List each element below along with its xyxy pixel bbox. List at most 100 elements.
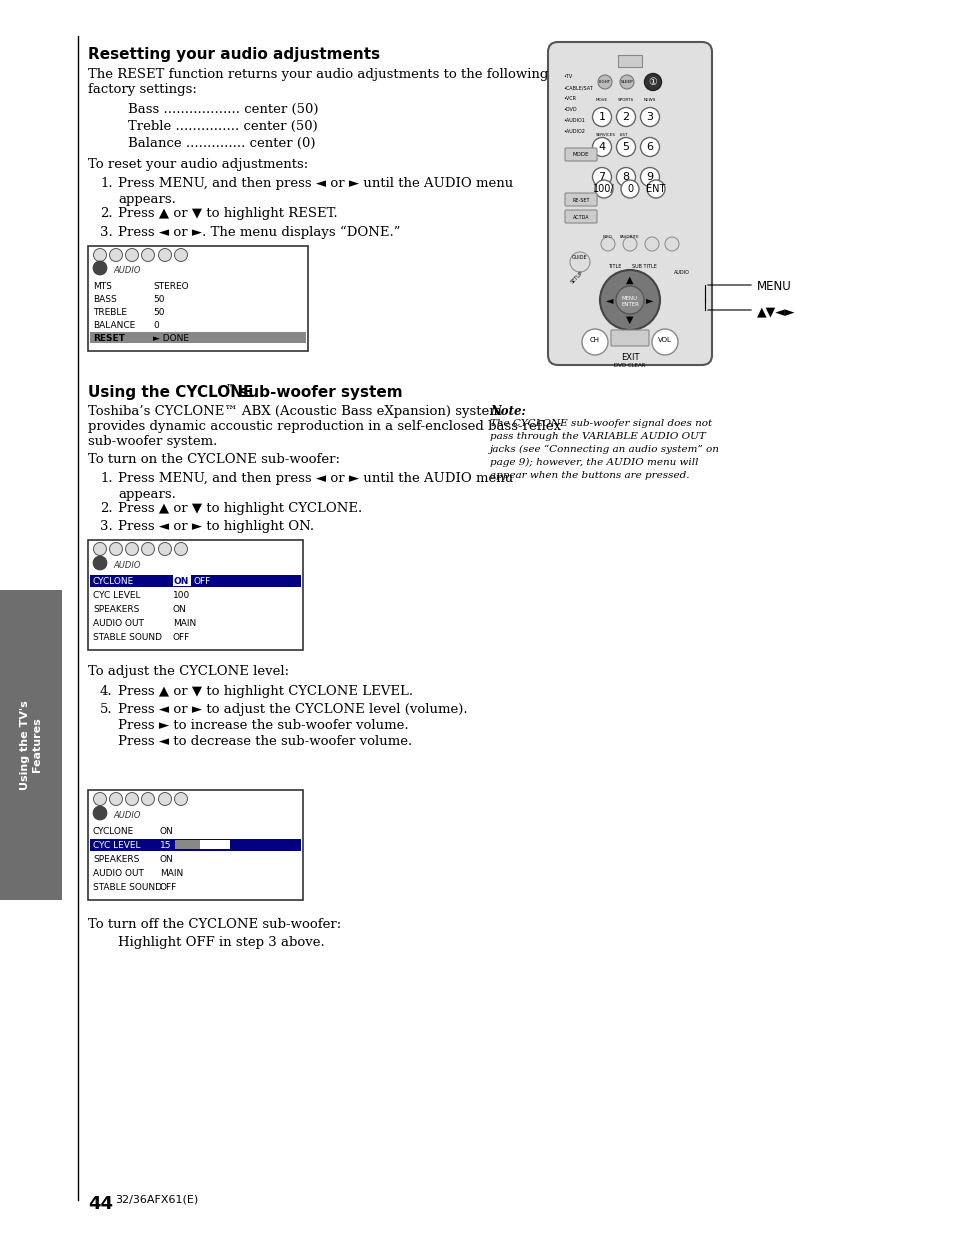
Text: AUDIO OUT: AUDIO OUT	[92, 619, 144, 629]
Text: OFF: OFF	[193, 577, 211, 585]
Text: 8: 8	[621, 172, 629, 182]
Circle shape	[639, 107, 659, 126]
Text: appear when the buttons are pressed.: appear when the buttons are pressed.	[490, 471, 689, 480]
Text: CYC LEVEL: CYC LEVEL	[92, 592, 140, 600]
Text: ON: ON	[160, 827, 173, 836]
Text: 0: 0	[152, 321, 158, 330]
Text: 1.: 1.	[100, 472, 112, 485]
Bar	[0, 590, 62, 900]
Text: To adjust the CYCLONE level:: To adjust the CYCLONE level:	[88, 664, 289, 678]
Text: Press MENU, and then press ◄ or ► until the AUDIO menu: Press MENU, and then press ◄ or ► until …	[118, 472, 513, 485]
Text: INFO: INFO	[602, 235, 612, 240]
Circle shape	[620, 180, 639, 198]
Text: LIST: LIST	[619, 133, 628, 137]
Text: MENU: MENU	[757, 280, 791, 293]
Circle shape	[141, 793, 154, 805]
Text: 6: 6	[646, 142, 653, 152]
Text: •DVD: •DVD	[562, 107, 576, 112]
Text: GUIDE: GUIDE	[572, 254, 587, 261]
Text: TITLE: TITLE	[607, 264, 620, 269]
Bar	[174, 840, 230, 848]
Text: ON: ON	[173, 577, 190, 585]
Bar	[90, 839, 301, 851]
Bar	[618, 56, 641, 67]
Text: Using the TV's
Features: Using the TV's Features	[20, 700, 42, 790]
Text: 3: 3	[646, 112, 653, 122]
Text: AUDIO OUT: AUDIO OUT	[92, 869, 144, 878]
Text: 7: 7	[598, 172, 605, 182]
Text: MENU: MENU	[621, 295, 638, 300]
Text: BALANCE: BALANCE	[92, 321, 135, 330]
Text: SETUP: SETUP	[569, 270, 584, 284]
Text: MTS: MTS	[92, 282, 112, 291]
Text: 9: 9	[646, 172, 653, 182]
Circle shape	[622, 237, 637, 251]
Text: ▼: ▼	[625, 315, 633, 325]
Text: CYC LEVEL: CYC LEVEL	[92, 841, 140, 850]
Text: MAIN: MAIN	[160, 869, 183, 878]
Text: EXIT: EXIT	[620, 353, 639, 362]
Text: 3.: 3.	[100, 520, 112, 534]
Text: Treble ............... center (50): Treble ............... center (50)	[128, 120, 317, 133]
Text: To turn on the CYCLONE sub-woofer:: To turn on the CYCLONE sub-woofer:	[88, 453, 339, 466]
Text: sub-woofer system.: sub-woofer system.	[88, 435, 217, 448]
Bar	[88, 790, 303, 900]
Circle shape	[141, 542, 154, 556]
Bar	[88, 540, 303, 650]
Text: BASS: BASS	[92, 295, 116, 304]
Text: MAIN: MAIN	[172, 619, 196, 629]
Text: AUDIO: AUDIO	[112, 811, 140, 820]
Text: To turn off the CYCLONE sub-woofer:: To turn off the CYCLONE sub-woofer:	[88, 918, 341, 931]
Circle shape	[595, 180, 613, 198]
Text: Press ▲ or ▼ to highlight RESET.: Press ▲ or ▼ to highlight RESET.	[118, 207, 337, 220]
Text: OFF: OFF	[160, 883, 177, 892]
Text: 100: 100	[172, 592, 190, 600]
Circle shape	[569, 252, 589, 272]
Text: sub-woofer system: sub-woofer system	[233, 385, 402, 400]
Text: Press ◄ to decrease the sub-woofer volume.: Press ◄ to decrease the sub-woofer volum…	[118, 735, 412, 748]
Text: Press ◄ or ►. The menu displays “DONE.”: Press ◄ or ►. The menu displays “DONE.”	[118, 226, 400, 240]
Text: 3.: 3.	[100, 226, 112, 240]
Text: ►: ►	[645, 295, 653, 305]
Circle shape	[619, 75, 634, 89]
Text: pass through the VARIABLE AUDIO OUT: pass through the VARIABLE AUDIO OUT	[490, 432, 705, 441]
Text: 2: 2	[621, 112, 629, 122]
Text: DVD CLEAR: DVD CLEAR	[614, 363, 645, 368]
Text: CH: CH	[589, 337, 599, 343]
Circle shape	[598, 75, 612, 89]
Circle shape	[110, 248, 122, 262]
Circle shape	[616, 287, 643, 314]
Circle shape	[592, 137, 611, 157]
Circle shape	[592, 107, 611, 126]
Text: •VCR: •VCR	[562, 96, 576, 101]
Circle shape	[581, 329, 607, 354]
Text: Press ▲ or ▼ to highlight CYCLONE LEVEL.: Press ▲ or ▼ to highlight CYCLONE LEVEL.	[118, 685, 413, 698]
Circle shape	[644, 74, 660, 90]
Text: SPEAKERS: SPEAKERS	[92, 855, 139, 864]
Bar	[88, 246, 308, 351]
Text: SERVICES: SERVICES	[596, 133, 616, 137]
Text: 4: 4	[598, 142, 605, 152]
Text: Press ◄ or ► to highlight ON.: Press ◄ or ► to highlight ON.	[118, 520, 314, 534]
Text: Press ◄ or ► to adjust the CYCLONE level (volume).: Press ◄ or ► to adjust the CYCLONE level…	[118, 703, 467, 716]
Text: Press ► to increase the sub-woofer volume.: Press ► to increase the sub-woofer volum…	[118, 719, 408, 732]
Circle shape	[92, 556, 107, 571]
Text: 32/36AFX61(E): 32/36AFX61(E)	[115, 1195, 198, 1205]
Circle shape	[616, 107, 635, 126]
Text: appears.: appears.	[118, 193, 175, 206]
Circle shape	[126, 542, 138, 556]
Text: Resetting your audio adjustments: Resetting your audio adjustments	[88, 47, 379, 62]
Circle shape	[616, 168, 635, 186]
Text: SLEEP: SLEEP	[620, 80, 633, 84]
Text: 5.: 5.	[100, 703, 112, 716]
Circle shape	[639, 168, 659, 186]
Text: CYCLONE: CYCLONE	[92, 577, 134, 585]
Text: TREBLE: TREBLE	[92, 308, 127, 317]
Circle shape	[174, 248, 188, 262]
Text: AUDIO: AUDIO	[673, 270, 689, 275]
Circle shape	[158, 542, 172, 556]
Text: Using the CYCLONE: Using the CYCLONE	[88, 385, 253, 400]
Circle shape	[141, 248, 154, 262]
Circle shape	[110, 793, 122, 805]
Text: ▲▼◄►: ▲▼◄►	[757, 305, 795, 317]
